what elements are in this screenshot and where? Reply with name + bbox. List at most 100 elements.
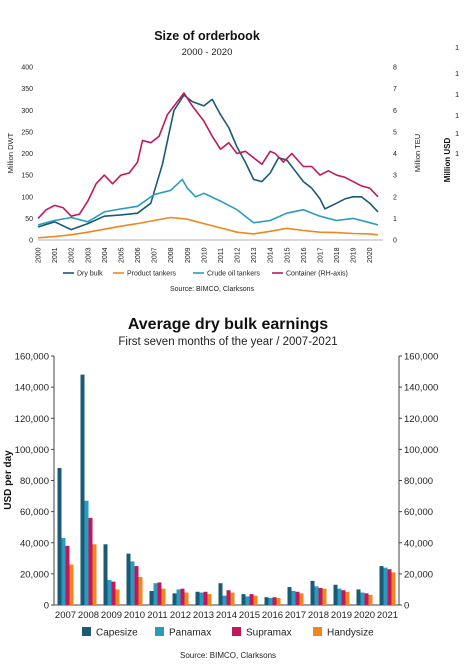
- orderbook-left-tick: 300: [21, 108, 33, 115]
- orderbook-left-tick: 250: [21, 129, 33, 136]
- earnings-bars: [57, 374, 396, 605]
- earnings-bar: [272, 597, 277, 605]
- earnings-bar: [241, 594, 246, 605]
- earnings-bar: [103, 544, 108, 605]
- orderbook-source: Source: BIMCO, Clarksons: [170, 286, 255, 293]
- earnings-bar: [65, 545, 70, 605]
- earnings-bar: [341, 590, 346, 605]
- earnings-bar: [387, 569, 392, 605]
- earnings-legend-swatch: [232, 627, 241, 636]
- earnings-x-tick: 2011: [147, 610, 167, 621]
- cutoff-tick-fragment: 1: [455, 111, 459, 120]
- earnings-bar: [245, 596, 250, 605]
- earnings-bar: [176, 589, 181, 605]
- earnings-legend-label: Handysize: [327, 628, 374, 639]
- earnings-bar: [84, 500, 89, 605]
- earnings-bar: [92, 544, 97, 605]
- earnings-left-tick: 100,000: [15, 445, 49, 456]
- orderbook-left-tick-labels: 0 50 100 150 200 250 300 350 400: [21, 65, 33, 245]
- earnings-right-tick: 0: [404, 601, 409, 612]
- earnings-bar: [115, 589, 120, 605]
- earnings-right-tick: 140,000: [404, 383, 438, 394]
- orderbook-series-lines: [37, 92, 379, 239]
- cutoff-panel: Million USD 1 1 1 1 1 1: [443, 43, 459, 182]
- orderbook-x-tick: 2017: [317, 247, 324, 263]
- orderbook-x-tick: 2007: [152, 247, 159, 263]
- earnings-tick-labels: 0 0 20,000 20,000 40,000 40,000 60,000 60,000 80…: [15, 352, 439, 612]
- earnings-right-tick: 100,000: [404, 445, 438, 456]
- earnings-bar: [61, 538, 66, 605]
- earnings-bar: [199, 592, 204, 605]
- orderbook-right-tick: 6: [393, 108, 397, 115]
- earnings-legend: Capesize Panamax Supramax Handysize: [82, 627, 374, 639]
- earnings-bar: [264, 597, 269, 605]
- orderbook-right-tick: 4: [393, 151, 397, 158]
- earnings-left-tick: 140,000: [15, 383, 49, 394]
- earnings-legend-swatch: [313, 627, 322, 636]
- earnings-bar: [356, 589, 361, 605]
- earnings-bar: [333, 584, 338, 605]
- earnings-bar: [360, 592, 365, 605]
- earnings-x-tick: 2019: [331, 610, 352, 621]
- orderbook-series-line: [37, 92, 379, 219]
- orderbook-x-tick: 2018: [334, 247, 341, 263]
- orderbook-series-line: [37, 216, 379, 239]
- earnings-bar: [383, 567, 388, 605]
- orderbook-title: Size of orderbook: [154, 29, 260, 43]
- earnings-bar: [88, 517, 93, 605]
- earnings-x-tick: 2013: [193, 610, 214, 621]
- earnings-bar: [318, 587, 323, 605]
- earnings-bar: [130, 561, 135, 605]
- orderbook-left-axis-label: Million DWT: [6, 132, 15, 173]
- earnings-bar: [299, 593, 304, 605]
- earnings-bar: [184, 592, 189, 605]
- earnings-right-tick: 160,000: [404, 352, 438, 363]
- orderbook-x-tick: 2001: [52, 247, 59, 263]
- earnings-bar: [69, 564, 74, 605]
- cutoff-axis-label: Million USD: [443, 138, 452, 183]
- orderbook-left-tick: 50: [25, 216, 33, 223]
- earnings-bar: [345, 591, 350, 605]
- orderbook-x-tick: 2016: [301, 247, 308, 263]
- earnings-right-tick: 40,000: [404, 538, 433, 549]
- earnings-bar: [195, 591, 200, 605]
- cutoff-tick-fragments: 1 1 1 1 1 1: [455, 43, 459, 158]
- orderbook-x-tick: 2019: [351, 247, 358, 263]
- orderbook-legend-label: Dry bulk: [77, 271, 103, 278]
- earnings-bar: [157, 582, 162, 605]
- earnings-left-tick: 40,000: [20, 538, 49, 549]
- earnings-x-tick: 2017: [285, 610, 306, 621]
- earnings-x-tick: 2021: [377, 610, 398, 621]
- earnings-bar: [203, 591, 208, 605]
- earnings-source: Source: BIMCO, Clarksons: [180, 651, 276, 660]
- cutoff-tick-fragment: 1: [455, 149, 459, 158]
- orderbook-legend: Dry bulk Product tankers Crude oil tankers…: [63, 271, 348, 278]
- earnings-bar: [391, 572, 396, 605]
- orderbook-right-tick: 1: [393, 216, 397, 223]
- orderbook-x-tick: 2011: [218, 248, 225, 263]
- orderbook-right-tick: 2: [393, 194, 397, 201]
- earnings-x-tick: 2008: [78, 610, 99, 621]
- earnings-bar: [161, 588, 166, 605]
- orderbook-x-tick: 2003: [85, 247, 92, 263]
- earnings-left-tick: 0: [44, 601, 49, 612]
- earnings-x-tick: 2010: [124, 610, 145, 621]
- earnings-bar: [222, 595, 227, 605]
- earnings-x-tick-labels: 2007 2008 2009 2010 2011 2012 2013 2014 2015 2016…: [55, 610, 398, 621]
- earnings-chart: Average dry bulk earnings First seven mo…: [3, 316, 438, 660]
- earnings-bar: [310, 580, 315, 605]
- orderbook-series-line: [37, 94, 379, 231]
- earnings-bar: [218, 583, 223, 605]
- earnings-left-tick: 60,000: [20, 507, 49, 518]
- orderbook-right-tick: 3: [393, 173, 397, 180]
- earnings-left-tick: 120,000: [15, 414, 49, 425]
- earnings-left-tick: 160,000: [15, 352, 49, 363]
- earnings-x-tick: 2016: [262, 610, 283, 621]
- earnings-x-tick: 2007: [55, 610, 76, 621]
- earnings-bar: [337, 588, 342, 605]
- orderbook-right-axis-label: Million TEU: [413, 134, 422, 172]
- orderbook-right-tick: 8: [393, 65, 397, 72]
- orderbook-left-tick: 350: [21, 86, 33, 93]
- orderbook-series-line: [37, 178, 379, 226]
